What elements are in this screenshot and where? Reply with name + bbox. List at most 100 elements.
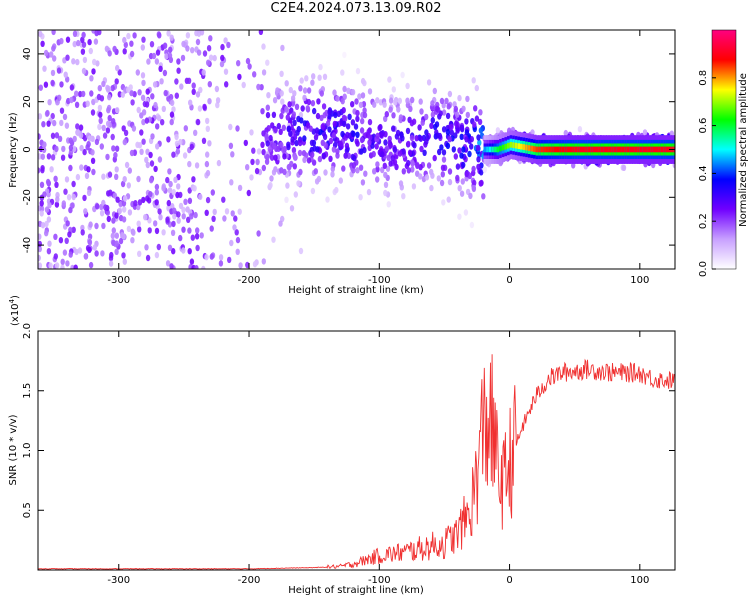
heatmap-cell: [473, 105, 478, 112]
heatmap-cell: [185, 206, 190, 213]
heatmap-cell: [154, 58, 160, 65]
heatmap-cell: [299, 117, 304, 124]
heatmap-cell: [461, 161, 466, 169]
heatmap-band: [491, 146, 495, 153]
heatmap-cell: [436, 175, 441, 182]
heatmap-cell: [112, 192, 118, 199]
heatmap-cell: [391, 112, 396, 119]
heatmap-cell: [169, 263, 174, 269]
heatmap-cell: [114, 166, 119, 173]
heatmap-cell: [129, 89, 134, 97]
heatmap-cell: [94, 138, 100, 146]
heatmap-cell: [477, 139, 482, 146]
heatmap-cell: [57, 94, 62, 102]
heatmap-cell: [354, 98, 359, 105]
heatmap-cell: [72, 30, 78, 37]
heatmap-cell: [479, 169, 484, 176]
heatmap-cell: [209, 253, 214, 260]
heatmap-cell: [358, 101, 364, 109]
heatmap-cell: [195, 118, 201, 126]
heatmap-cell: [302, 156, 307, 164]
heatmap-cell: [198, 86, 203, 94]
heatmap-cell: [397, 97, 402, 105]
heatmap-cell: [107, 50, 112, 57]
heatmap-cell: [78, 124, 84, 131]
heatmap-cell: [268, 134, 273, 142]
heatmap-cell: [228, 142, 234, 149]
heatmap-band: [663, 146, 667, 153]
heatmap-cell: [202, 50, 208, 57]
heatmap-cell: [165, 176, 170, 184]
snr-y-ticks: 0.5 1.0 1.5 2.0: [22, 323, 675, 518]
heatmap-cell: [414, 135, 419, 142]
heatmap-cell: [92, 244, 98, 251]
heatmap-cell: [430, 100, 435, 107]
heatmap-cell: [104, 45, 110, 52]
heatmap-cell: [330, 171, 335, 178]
heatmap-cell: [127, 167, 132, 174]
heatmap-cell: [355, 131, 360, 138]
heatmap-cell: [380, 166, 385, 174]
heatmap-cell: [430, 172, 435, 179]
heatmap-band: [551, 146, 555, 153]
heatmap-cell: [278, 220, 283, 227]
heatmap-cell: [465, 111, 470, 119]
heatmap-band: [637, 146, 641, 153]
heatmap-cell: [340, 69, 345, 76]
heatmap-cell: [292, 119, 297, 127]
heatmap-cell: [383, 189, 388, 197]
heatmap-band: [665, 146, 670, 153]
heatmap-band: [634, 146, 639, 153]
heatmap-cell: [401, 148, 406, 155]
heatmap-cell: [371, 150, 376, 158]
heatmap-cell: [129, 40, 134, 47]
heatmap-band: [611, 146, 615, 153]
heatmap-cell: [346, 152, 351, 160]
heatmap-cell: [139, 148, 144, 155]
heatmap-cell: [327, 126, 332, 133]
heatmap-cell: [85, 144, 90, 151]
heatmap-cell: [424, 129, 429, 136]
heatmap-cell: [141, 109, 147, 116]
heatmap-band: [658, 146, 662, 153]
colorbar-tick-label: 0.8: [698, 70, 709, 86]
heatmap-cell: [375, 161, 380, 168]
heatmap-cell: [133, 200, 138, 207]
heatmap-cell: [130, 99, 135, 106]
heatmap-band: [496, 146, 500, 153]
heatmap-cell: [129, 50, 135, 58]
heatmap-cell: [395, 129, 401, 137]
heatmap-cell: [111, 145, 116, 152]
colorbar-tick-label: 0.6: [698, 118, 709, 134]
heatmap-cell: [446, 103, 451, 110]
heatmap-band: [564, 146, 568, 153]
heatmap-cell: [275, 87, 280, 94]
heatmap-cell: [446, 196, 451, 203]
heatmap-cell: [372, 168, 377, 175]
heatmap-cell: [430, 111, 436, 118]
heatmap-cell: [115, 196, 120, 203]
heatmap-cell: [323, 142, 328, 149]
heatmap-cell: [103, 204, 108, 211]
heatmap-cell: [51, 30, 56, 36]
heatmap-cell: [114, 145, 120, 152]
heatmap-cell: [112, 45, 117, 53]
heatmap-cell: [352, 154, 357, 162]
heatmap-cell: [193, 211, 198, 219]
heatmap-cell: [44, 230, 49, 237]
heatmap-cell: [335, 137, 340, 144]
heatmap-cell: [60, 264, 65, 269]
heatmap-cell: [290, 136, 295, 143]
heatmap-cell: [68, 144, 74, 152]
heatmap-cell: [344, 142, 350, 149]
heatmap-cell: [215, 97, 221, 104]
heatmap-cell: [55, 196, 60, 203]
heatmap-cell: [288, 86, 293, 94]
heatmap-cell: [245, 261, 250, 269]
heatmap-cell: [226, 41, 231, 49]
heatmap-cell: [214, 85, 220, 93]
heatmap-cell: [157, 208, 162, 215]
heatmap-cell: [396, 106, 401, 113]
heatmap-cell: [313, 168, 318, 175]
